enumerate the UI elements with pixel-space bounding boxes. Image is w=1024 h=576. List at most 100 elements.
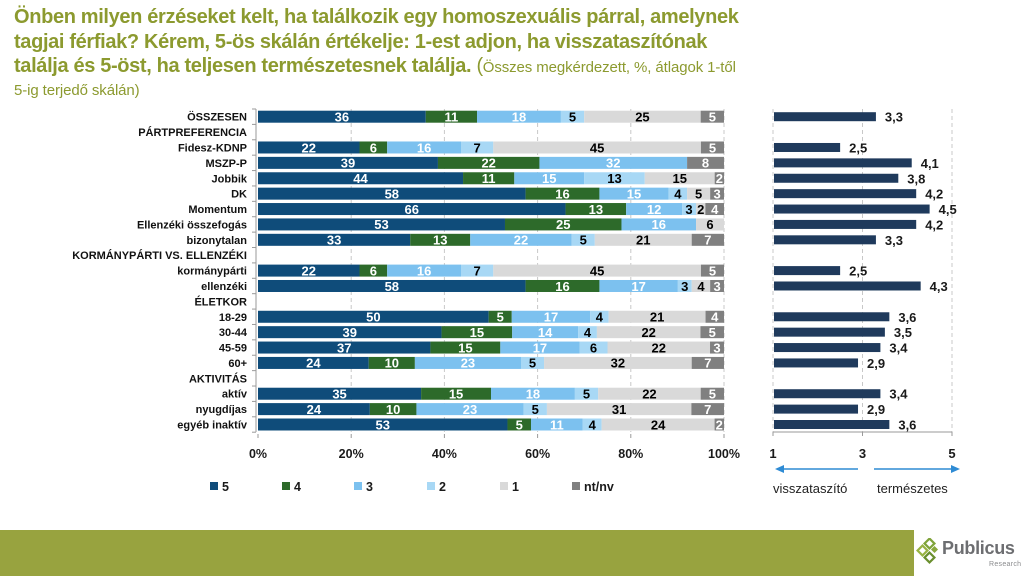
segment-value-label: 21 xyxy=(636,233,650,248)
bar-segment-5 xyxy=(258,326,442,339)
mean-value-label: 2,5 xyxy=(849,140,867,155)
segment-value-label: 39 xyxy=(341,156,355,171)
bar-segment-5 xyxy=(258,233,411,246)
segment-value-label: 7 xyxy=(704,356,711,371)
segment-value-label: 5 xyxy=(516,417,523,432)
legend-label: 2 xyxy=(439,480,446,494)
bar-segment-3 xyxy=(387,141,462,154)
right-arrow-icon xyxy=(951,465,960,473)
mean-value-label: 3,3 xyxy=(885,233,903,248)
bar-segment-3 xyxy=(414,356,521,369)
segment-value-label: 2 xyxy=(716,417,723,432)
segment-value-label: 24 xyxy=(307,402,322,417)
bar-segment-3 xyxy=(511,310,591,323)
bar-segment-4 xyxy=(368,356,415,369)
row-label: 30-44 xyxy=(219,327,248,339)
bar-segment-5 xyxy=(258,156,438,169)
mean-bar xyxy=(774,189,917,199)
legend-swatch xyxy=(354,482,362,490)
section-header-label: ÉLETKOR xyxy=(194,295,247,308)
x-tick-label: 100% xyxy=(708,447,740,461)
x-tick-label: 40% xyxy=(432,447,457,461)
bar-segment-2 xyxy=(520,356,545,369)
mean-bar xyxy=(774,158,912,168)
segment-value-label: 53 xyxy=(376,417,390,432)
segment-value-label: 22 xyxy=(481,156,495,171)
segment-value-label: 6 xyxy=(370,140,377,155)
row-label: ellenzéki xyxy=(201,281,247,293)
bar-segment-4 xyxy=(430,341,501,354)
legend-label: 4 xyxy=(294,480,301,494)
segment-value-label: 22 xyxy=(652,340,666,355)
row-label: Ellenzéki összefogás xyxy=(137,219,247,231)
mean-value-label: 3,3 xyxy=(885,110,903,125)
segment-value-label: 5 xyxy=(709,325,716,340)
mean-bar xyxy=(774,204,930,214)
bar-segment-4 xyxy=(463,172,515,185)
mean-bar xyxy=(774,420,890,429)
segment-value-label: 22 xyxy=(302,263,316,278)
mean-bar xyxy=(774,327,885,337)
segment-value-label: 8 xyxy=(702,156,709,171)
segment-value-label: 66 xyxy=(405,202,419,217)
segment-value-label: 44 xyxy=(353,171,368,186)
bar-segment-1 xyxy=(696,218,724,231)
segment-value-label: 18 xyxy=(512,110,526,125)
segment-value-label: 13 xyxy=(607,171,621,186)
bar-segment-4 xyxy=(565,203,627,216)
bar-segment-5 xyxy=(258,387,422,400)
segment-value-label: 4 xyxy=(589,417,597,432)
segment-value-label: 58 xyxy=(385,279,399,294)
bar-segment-ntnv xyxy=(700,110,724,123)
bar-segment-4 xyxy=(525,187,600,200)
bar-segment-ntnv xyxy=(710,341,724,354)
segment-value-label: 15 xyxy=(627,186,641,201)
segment-value-label: 5 xyxy=(709,110,716,125)
segment-value-label: 13 xyxy=(589,202,603,217)
segment-value-label: 22 xyxy=(302,140,316,155)
bar-segment-5 xyxy=(258,141,360,154)
segment-value-label: 5 xyxy=(532,402,539,417)
row-label: MSZP-P xyxy=(205,158,247,170)
mean-bar xyxy=(774,173,899,183)
bar-segment-5 xyxy=(258,110,426,123)
mean-value-label: 4,1 xyxy=(921,156,939,171)
mean-bar xyxy=(774,404,859,414)
mean-x-tick-label: 1 xyxy=(769,446,776,461)
segment-value-label: 10 xyxy=(385,356,399,371)
segment-value-label: 6 xyxy=(370,263,377,278)
x-tick-label: 0% xyxy=(249,447,267,461)
segment-value-label: 4 xyxy=(711,310,719,325)
row-label: ÖSSZESEN xyxy=(187,111,247,124)
segment-value-label: 5 xyxy=(569,110,576,125)
segment-value-label: 15 xyxy=(470,325,484,340)
subtitle-text: Összes megkérdezett, %, átlagok 1-től xyxy=(482,59,736,76)
segment-value-label: 7 xyxy=(704,402,711,417)
segment-value-label: 3 xyxy=(685,202,692,217)
segment-value-label: 22 xyxy=(641,325,655,340)
segment-value-label: 17 xyxy=(533,340,547,355)
bar-segment-ntnv xyxy=(691,356,724,369)
mean-value-label: 4,2 xyxy=(925,187,943,202)
segment-value-label: 50 xyxy=(366,310,380,325)
section-header-label: AKTIVITÁS xyxy=(189,372,247,385)
segment-value-label: 5 xyxy=(497,310,504,325)
bar-segment-2 xyxy=(461,264,494,277)
segment-value-label: 2 xyxy=(697,202,704,217)
bar-segment-3 xyxy=(387,264,462,277)
segment-value-label: 3 xyxy=(681,279,688,294)
bar-segment-1 xyxy=(644,172,715,185)
bar-segment-1 xyxy=(691,279,711,292)
segment-value-label: 2 xyxy=(716,171,723,186)
mean-bar xyxy=(774,281,921,291)
segment-value-label: 36 xyxy=(335,110,349,125)
bar-segment-3 xyxy=(531,418,583,431)
segment-value-label: 32 xyxy=(611,356,625,371)
segment-value-label: 39 xyxy=(343,325,357,340)
mean-value-label: 2,9 xyxy=(867,356,885,371)
bar-segment-1 xyxy=(596,326,701,339)
bar-segment-1 xyxy=(608,310,706,323)
segment-value-label: 4 xyxy=(697,279,705,294)
x-tick-label: 20% xyxy=(339,447,364,461)
bar-segment-3 xyxy=(539,156,688,169)
